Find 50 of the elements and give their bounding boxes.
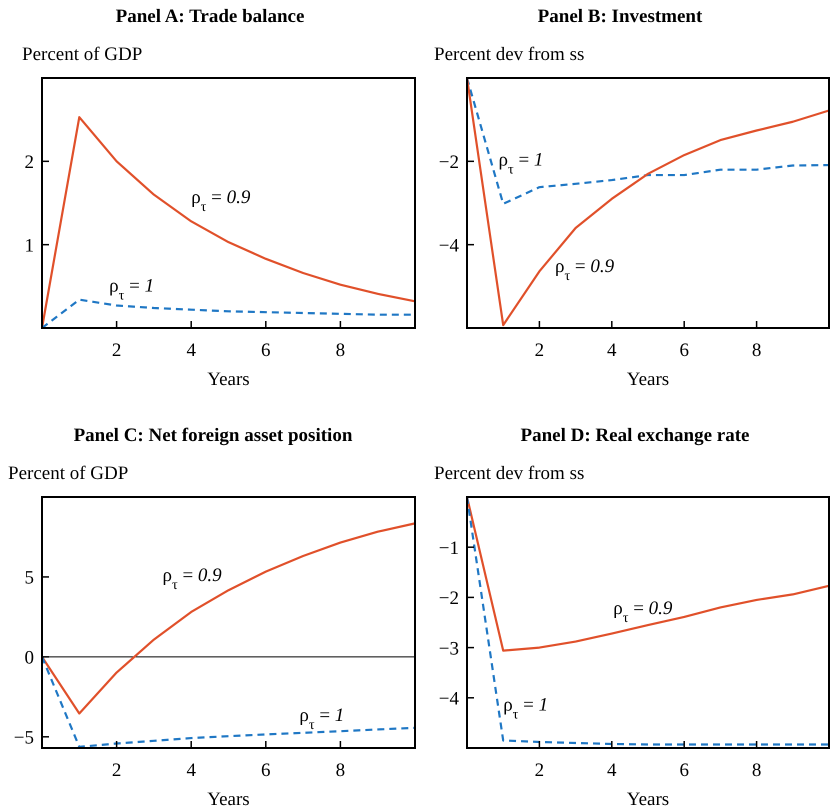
y-tick-label: −4 <box>438 235 460 256</box>
y-tick-label: 2 <box>24 152 34 173</box>
x-tick-label: 2 <box>534 340 544 361</box>
x-tick-label: 4 <box>186 340 196 361</box>
chart-title: Panel D: Real exchange rate <box>520 425 750 446</box>
chart-title: Panel A: Trade balance <box>116 6 304 27</box>
series-label: ρ$_{τ}$ = 0.9 <box>191 187 251 215</box>
series-label: ρ$_{τ}$ = 1 <box>503 694 548 722</box>
x-tick-label: 8 <box>752 340 762 361</box>
x-tick-label: 4 <box>186 760 196 781</box>
y-tick-label: 5 <box>24 568 34 589</box>
y-tick-label: −5 <box>14 727 34 748</box>
x-axis-title: Years <box>626 789 670 806</box>
y-axis-title: Percent of GDP <box>22 44 142 65</box>
series-label: ρ$_{τ}$ = 1 <box>299 704 344 733</box>
x-axis-title: Years <box>626 369 670 390</box>
series-label: ρ$_{τ}$ = 0.9 <box>613 598 673 626</box>
y-axis-title: Percent dev from ss <box>434 463 584 484</box>
series-label: ρ$_{τ}$ = 0.9 <box>162 564 222 593</box>
x-tick-label: 6 <box>679 340 689 361</box>
x-tick-label: 8 <box>336 340 346 361</box>
x-tick-label: 6 <box>261 340 271 361</box>
line-series <box>466 496 830 746</box>
series-label: ρ$_{τ}$ = 0.9 <box>554 256 615 284</box>
chart-title: Panel C: Net foreign asset position <box>74 425 353 446</box>
chart-title: Panel B: Investment <box>538 6 703 27</box>
x-tick-label: 4 <box>607 760 618 781</box>
x-tick-label: 6 <box>679 760 689 781</box>
y-tick-label: −4 <box>438 688 460 710</box>
y-tick-label: −1 <box>438 538 459 559</box>
line-series <box>466 76 830 326</box>
series-label: ρ$_{τ}$ = 1 <box>109 275 154 304</box>
y-tick-label: −3 <box>438 638 459 660</box>
y-axis-title: Percent dev from ss <box>434 44 584 65</box>
series-label: ρ$_{τ}$ = 1 <box>498 150 544 178</box>
x-tick-label: 2 <box>112 340 122 361</box>
y-tick-label: −2 <box>438 588 459 610</box>
x-tick-label: 8 <box>752 760 762 781</box>
x-tick-label: 2 <box>534 760 544 781</box>
y-tick-label: 1 <box>24 235 34 256</box>
y-tick-label: −2 <box>438 152 459 173</box>
x-axis-title: Years <box>207 789 250 806</box>
y-axis-title: Percent of GDP <box>8 463 128 484</box>
x-tick-label: 6 <box>261 760 271 781</box>
y-tick-label: 0 <box>24 648 34 669</box>
line-series <box>40 656 416 748</box>
x-tick-label: 2 <box>112 760 122 781</box>
x-tick-label: 8 <box>336 760 346 781</box>
x-tick-label: 4 <box>607 340 618 361</box>
x-axis-title: Years <box>207 369 250 390</box>
